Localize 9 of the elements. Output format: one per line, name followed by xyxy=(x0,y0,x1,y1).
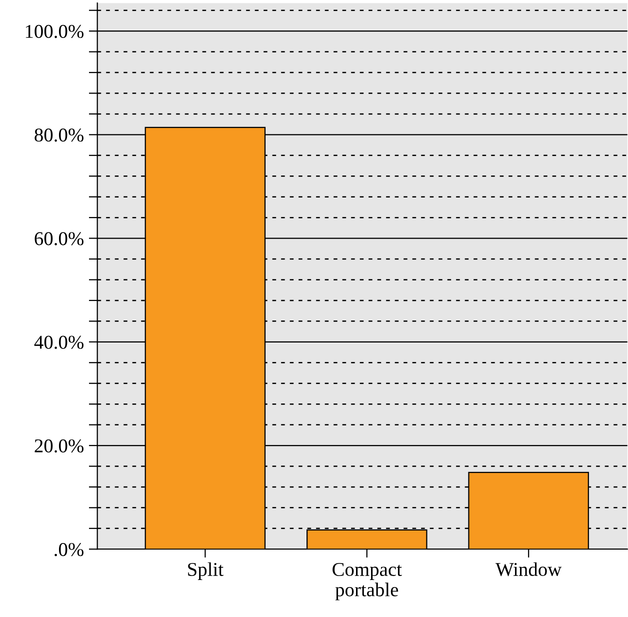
y-tick-label: .0% xyxy=(54,542,84,556)
y-tick-label: 80.0% xyxy=(34,128,84,142)
x-tick-label: Window xyxy=(496,562,562,576)
y-tick-label: 20.0% xyxy=(34,439,84,453)
x-tick-label: Split xyxy=(188,562,224,580)
y-tick-label: 40.0% xyxy=(34,336,84,349)
y-tick-label: 100.0% xyxy=(26,24,84,38)
x-tick-label: Compact portable xyxy=(332,562,402,600)
y-tick-label: 60.0% xyxy=(34,232,84,246)
